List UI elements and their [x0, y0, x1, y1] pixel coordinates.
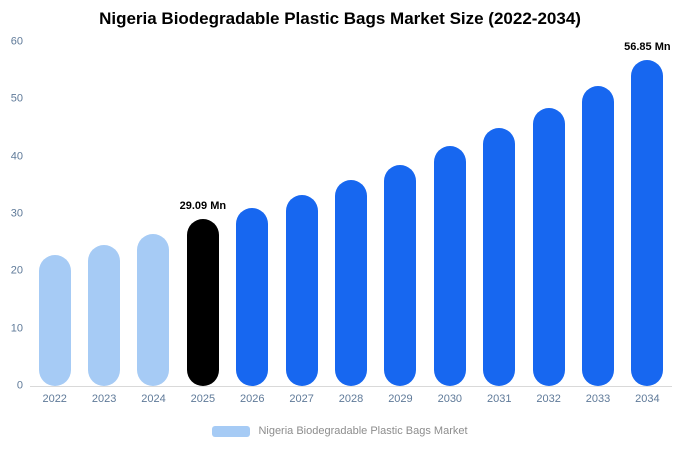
x-axis-label: 2032 — [536, 393, 561, 405]
bar-column — [425, 42, 474, 386]
legend-label: Nigeria Biodegradable Plastic Bags Marke… — [258, 425, 468, 437]
legend-swatch-icon — [212, 425, 251, 437]
bar-2022[interactable] — [38, 255, 71, 386]
bar-column — [277, 42, 326, 386]
data-label: 56.85 Mn — [624, 41, 671, 54]
bar-2034[interactable] — [631, 60, 664, 386]
bar-2032[interactable] — [532, 107, 565, 386]
bar-2028[interactable] — [335, 180, 368, 386]
bar-2030[interactable] — [433, 146, 466, 386]
bar-column — [573, 42, 622, 386]
bar-2027[interactable] — [285, 195, 318, 386]
legend[interactable]: Nigeria Biodegradable Plastic Bags Marke… — [0, 425, 680, 437]
x-axis-label: 2033 — [585, 393, 611, 405]
bar-2025[interactable] — [186, 219, 219, 386]
y-axis-tick-label: 40 — [10, 150, 23, 163]
bar-column — [129, 42, 178, 386]
y-axis-tick-label: 10 — [10, 322, 23, 335]
bar-2031[interactable] — [483, 128, 516, 386]
bar-column — [30, 42, 79, 386]
bar-2023[interactable] — [88, 244, 121, 386]
bar-2033[interactable] — [581, 86, 614, 386]
x-axis-labels: 2022 2023 2024 2025 2026 2027 2028 2029 2030 2031… — [30, 393, 672, 405]
x-axis-label: 2029 — [388, 393, 413, 405]
x-axis-label: 2023 — [91, 393, 117, 405]
bar-2029[interactable] — [384, 164, 417, 386]
bar-2026[interactable] — [236, 208, 269, 386]
bar-column — [524, 42, 573, 386]
bar-2024[interactable] — [137, 234, 170, 386]
data-label: 29.09 Mn — [179, 200, 227, 213]
y-axis-tick-label: 30 — [10, 207, 23, 220]
y-axis-tick-label: 0 — [16, 379, 23, 392]
x-axis-label: 2026 — [240, 393, 265, 405]
y-axis-tick-label: 20 — [10, 264, 23, 277]
chart-title: Nigeria Biodegradable Plastic Bags Marke… — [99, 9, 581, 28]
bar-column — [79, 42, 128, 386]
bar-column — [376, 42, 425, 386]
x-axis-label: 2031 — [486, 393, 512, 405]
x-axis-label: 2028 — [338, 393, 364, 405]
bar-column — [475, 42, 524, 386]
x-axis-label: 2030 — [437, 393, 463, 405]
x-axis-label: 2027 — [289, 393, 314, 405]
y-axis-tick-label: 60 — [10, 35, 23, 48]
bar-column — [228, 42, 277, 386]
x-axis-label: 2034 — [635, 393, 660, 405]
x-axis-label: 2022 — [42, 393, 67, 405]
bar-column: 56.85 Mn — [623, 41, 672, 386]
y-axis: 0 10 20 30 40 50 60 — [0, 36, 26, 391]
x-axis-label: 2024 — [141, 393, 166, 405]
plot-area: 29.09 Mn 56.85 Mn — [30, 41, 672, 387]
x-axis-label: 2025 — [190, 393, 216, 405]
bar-column: 29.09 Mn — [178, 42, 227, 386]
y-axis-tick-label: 50 — [10, 92, 23, 105]
bar-column — [326, 42, 375, 386]
